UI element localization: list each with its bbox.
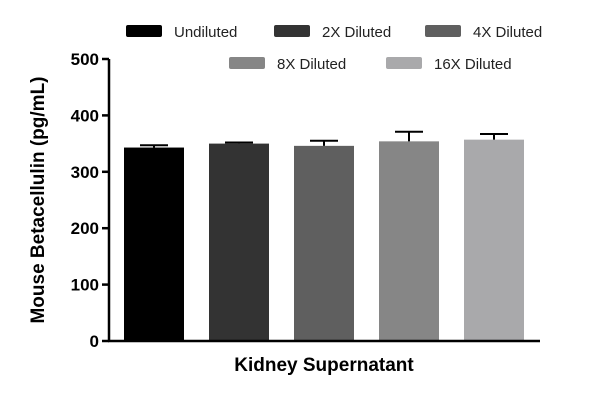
y-tick-label: 400: [71, 106, 99, 125]
legend-label-5: 16X Diluted: [434, 56, 512, 73]
legend-swatch-4: [229, 57, 265, 69]
x-axis-title: Kidney Supernatant: [234, 355, 414, 376]
bar-2: [209, 143, 269, 341]
legend-label-2: 2X Diluted: [322, 24, 391, 41]
bar-1: [124, 147, 184, 341]
y-tick-label: 200: [71, 219, 99, 238]
legend-label-3: 4X Diluted: [473, 24, 542, 41]
bar-4: [379, 141, 439, 341]
y-axis-title: Mouse Betacellulin (pg/mL): [28, 76, 49, 323]
legend-swatch-1: [126, 25, 162, 37]
y-tick-label: 500: [71, 50, 99, 69]
legend-swatch-3: [425, 25, 461, 37]
y-tick-label: 100: [71, 276, 99, 295]
bar-5: [464, 139, 524, 341]
error-bars: [140, 130, 508, 148]
y-tick-label: 0: [90, 332, 99, 351]
bar-3: [294, 145, 354, 341]
legend-swatch-2: [274, 25, 310, 37]
legend: Undiluted 2X Diluted 4X Diluted 8X Diluted 1…: [126, 24, 542, 73]
bars: [124, 139, 524, 341]
legend-swatch-5: [386, 57, 422, 69]
legend-label-1: Undiluted: [174, 24, 237, 41]
y-tick-label: 300: [71, 163, 99, 182]
y-axis: 0 100 200 300 400 500: [71, 50, 111, 351]
legend-label-4: 8X Diluted: [277, 56, 346, 73]
